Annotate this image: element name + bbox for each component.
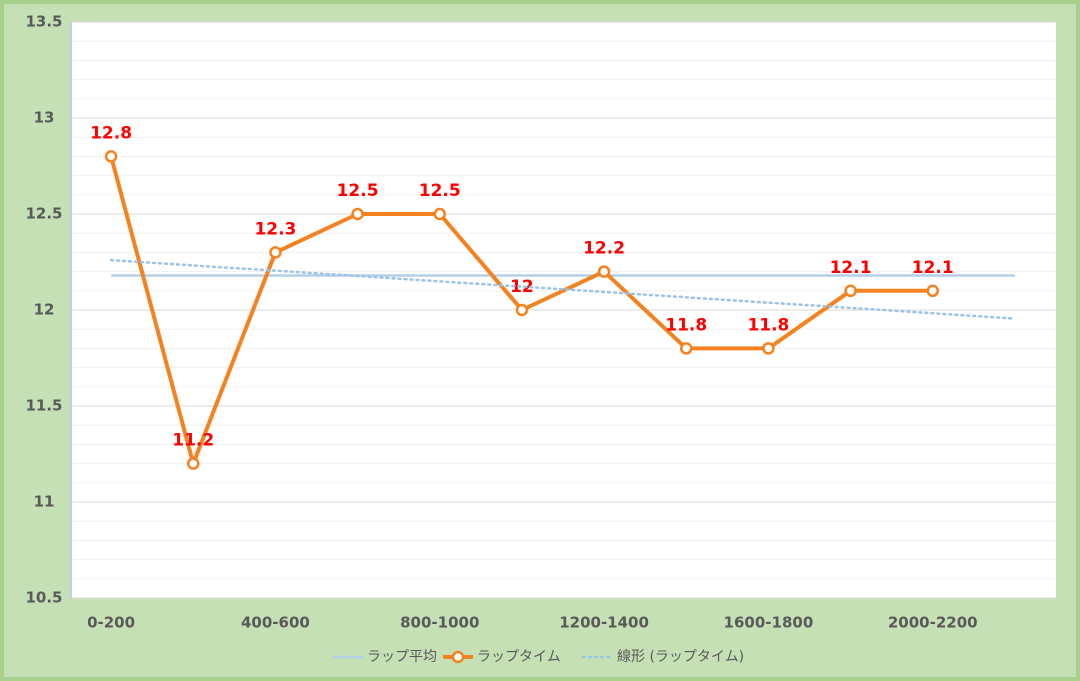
point [187,457,200,470]
x-tick-label: 0-200 [87,614,135,632]
data-label: 11.2 [172,431,214,451]
x-tick-label: 800-1000 [400,614,479,632]
data-label: 12 [510,277,534,297]
y-tick-label: 13.5 [25,13,62,31]
x-tick-label: 1200-1400 [559,614,649,632]
y-tick-label: 12 [34,301,55,319]
point [433,207,446,221]
data-label: 12.1 [830,258,872,278]
data-label: 12.5 [419,181,461,201]
data-label: 11.8 [747,315,789,335]
y-tick-label: 13 [34,109,55,127]
y-tick-label: 11 [34,493,55,511]
data-label: 12.5 [337,181,379,201]
data-label: 12.8 [90,123,132,143]
y-tick-label: 10.5 [25,589,62,607]
point [926,284,939,298]
data-label: 11.8 [665,315,707,335]
point [597,265,611,278]
legend-label: ラップタイム [477,649,561,665]
legend-label: ラップ平均 [367,649,437,665]
x-tick-label: 1600-1800 [724,614,814,632]
x-tick-label: 400-600 [241,614,310,632]
point [351,207,364,221]
series-line [109,258,1017,320]
x-tick-label: 2000-2200 [888,614,978,632]
point [104,150,118,163]
legend-marker [451,650,465,664]
data-label: 12.2 [583,239,625,259]
point [762,342,775,355]
y-tick-label: 11.5 [25,397,62,415]
point [515,303,529,317]
point [844,284,857,298]
point [269,246,282,259]
data-label: 12.1 [912,258,954,278]
point [680,342,693,355]
legend-label: 線形 (ラップタイム) [617,649,744,665]
y-tick-label: 12.5 [25,205,62,223]
data-label: 12.3 [254,219,296,239]
